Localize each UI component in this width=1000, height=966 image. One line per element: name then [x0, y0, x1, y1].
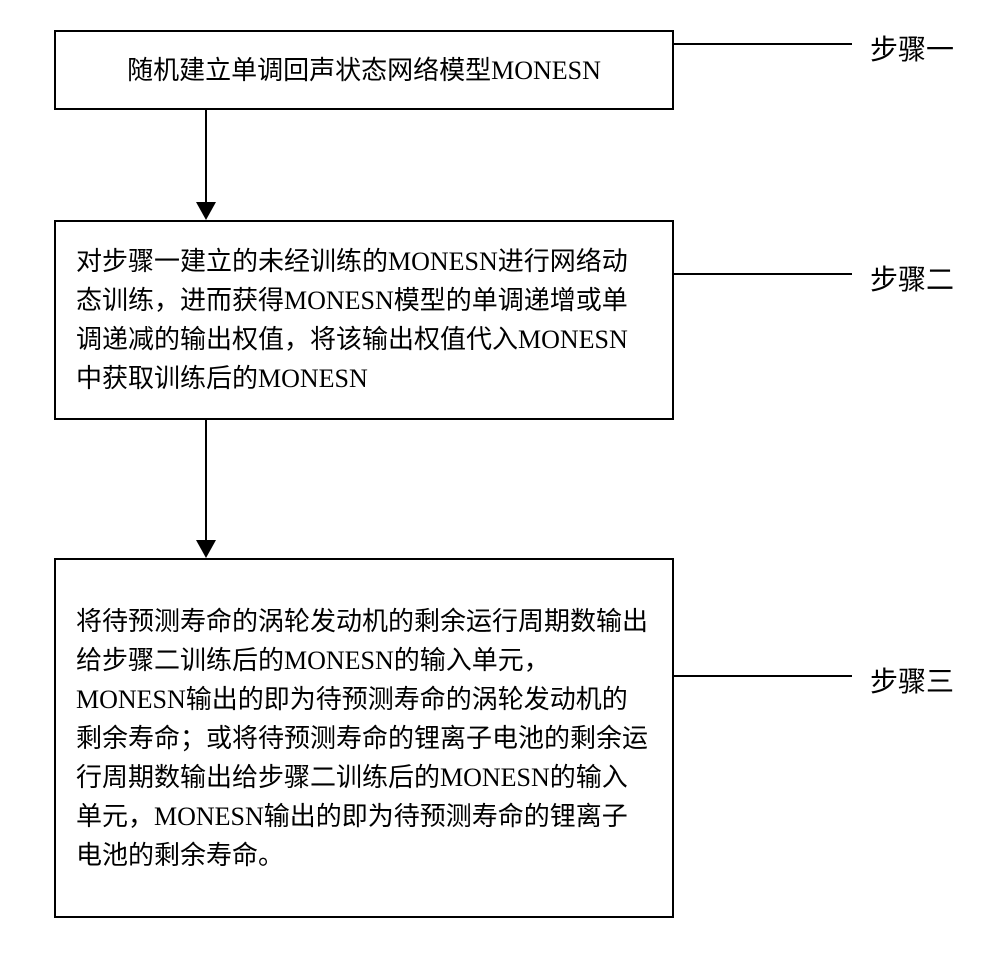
arrow-1-head: [196, 202, 216, 220]
step-3-label: 步骤三: [870, 660, 954, 700]
step-3-text: 将待预测寿命的涡轮发动机的剩余运行周期数输出给步骤二训练后的MONESN的输入单…: [76, 602, 652, 875]
step-box-2: 对步骤一建立的未经训练的MONESN进行网络动态训练，进而获得MONESN模型的…: [54, 220, 674, 420]
flowchart-container: 随机建立单调回声状态网络模型MONESN 步骤一 对步骤一建立的未经训练的MON…: [0, 0, 1000, 966]
step-box-1: 随机建立单调回声状态网络模型MONESN: [54, 30, 674, 110]
step-2-label: 步骤二: [870, 258, 954, 298]
step-1-text: 随机建立单调回声状态网络模型MONESN: [127, 51, 601, 90]
arrow-1-line: [205, 110, 207, 202]
label-line-2: [674, 273, 852, 275]
step-1-label: 步骤一: [870, 28, 954, 68]
arrow-2-line: [205, 420, 207, 540]
arrow-2-head: [196, 540, 216, 558]
label-line-3: [674, 675, 852, 677]
label-line-1: [674, 43, 852, 45]
step-box-3: 将待预测寿命的涡轮发动机的剩余运行周期数输出给步骤二训练后的MONESN的输入单…: [54, 558, 674, 918]
step-2-text: 对步骤一建立的未经训练的MONESN进行网络动态训练，进而获得MONESN模型的…: [76, 242, 652, 398]
